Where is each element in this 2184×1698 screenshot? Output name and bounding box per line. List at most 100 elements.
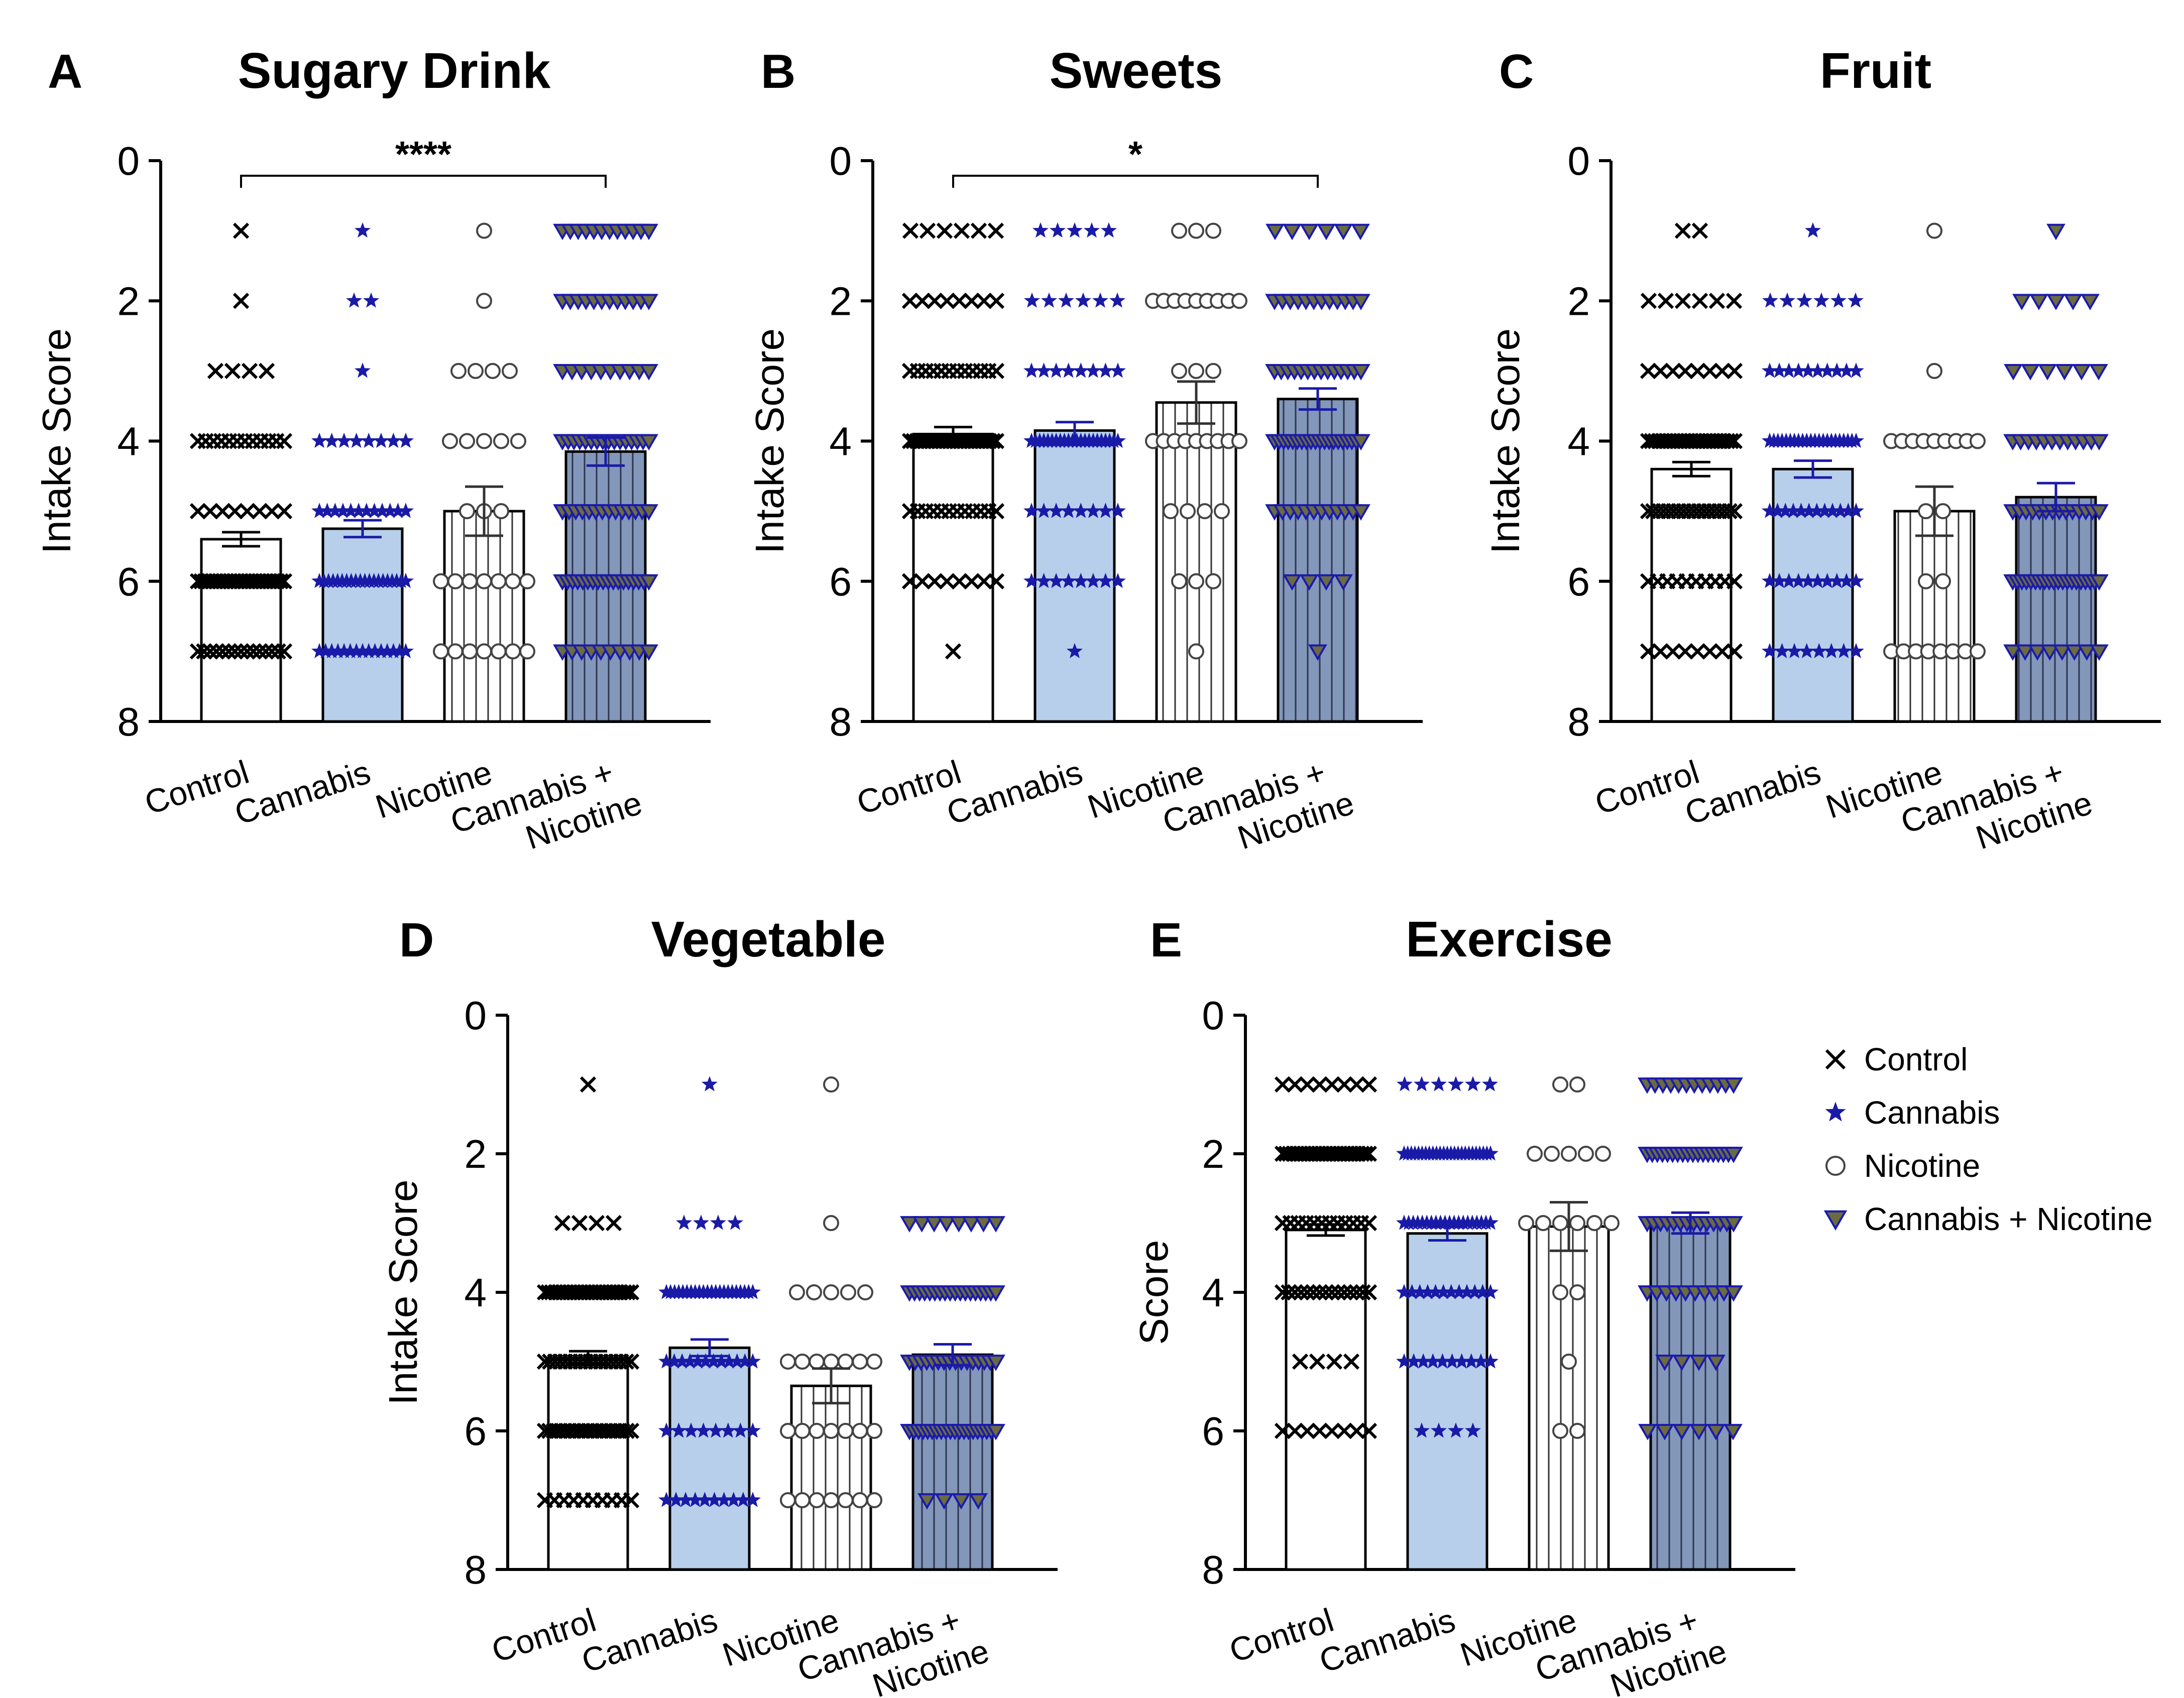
x-marker-icon [976,573,992,589]
x-marker-icon [919,222,936,239]
circle-marker-icon [840,1284,856,1300]
star-marker-icon [658,1422,674,1438]
circle-marker-icon [823,1423,839,1439]
star-marker-icon [1110,573,1126,588]
triangle-marker-icon [1283,574,1302,591]
y-axis-label: Intake Score [381,1179,425,1405]
triangle-marker-icon [1351,504,1370,521]
star-marker-icon [708,1422,724,1438]
triangle-marker-icon [2090,644,2109,661]
circle-marker-icon [459,433,475,449]
x-marker-icon [1726,362,1743,379]
panel-letter: C [1499,45,1534,98]
x-marker-icon [618,1422,635,1439]
triangle-marker-icon [1351,434,1370,451]
circle-marker-icon [510,433,526,449]
x-marker-icon [901,573,918,589]
triangle-marker-icon [2028,644,2047,661]
y-tick-label: 6 [830,559,852,604]
circle-marker-icon [780,1354,796,1370]
x-marker-icon [1324,1284,1340,1301]
triangle-marker-icon [1724,1077,1743,1094]
star-marker-icon [1058,292,1074,308]
x-marker-icon [936,222,953,239]
circle-marker-icon [794,1423,811,1439]
circle-marker-icon [433,643,449,660]
star-marker-icon [1444,1353,1460,1369]
x-marker-icon [1311,1076,1328,1093]
star-marker-icon [689,1353,706,1369]
star-marker-icon [1085,573,1101,588]
star-marker-icon [658,1492,674,1507]
circle-marker-icon [780,1492,796,1508]
star-marker-icon [1769,503,1786,518]
star-marker-icon [1848,362,1864,378]
circle-marker-icon [462,643,478,660]
star-marker-icon [1825,1102,1846,1122]
x-marker-icon [1326,1353,1343,1370]
triangle-marker-icon [2064,644,2084,661]
star-marker-icon [1448,1076,1464,1091]
triangle-marker-icon [2003,644,2022,661]
star-marker-icon [355,643,371,658]
circle-marker-icon [852,1354,868,1370]
star-marker-icon [1110,503,1126,518]
x-marker-icon [1336,1422,1352,1439]
x-marker-icon [224,362,241,379]
circle-marker-icon [1970,433,1986,449]
star-marker-icon [323,643,340,658]
x-marker-icon [1657,293,1674,309]
x-marker-icon [1343,1353,1360,1370]
triangle-marker-icon [1724,1147,1743,1163]
legend-item: Cannabis [1825,1095,2000,1131]
circle-marker-icon [476,433,492,449]
star-marker-icon [674,1353,691,1369]
star-marker-icon [1110,362,1126,378]
circle-marker-icon [823,1284,839,1300]
x-marker-icon [945,643,962,660]
circle-marker-icon [852,1492,868,1508]
star-marker-icon [1777,503,1794,518]
star-marker-icon [1067,222,1083,238]
triangle-marker-icon [937,1216,956,1233]
star-marker-icon [382,503,398,518]
x-marker-icon [189,503,206,520]
star-marker-icon [1435,1284,1452,1299]
x-marker-icon [927,293,943,309]
star-marker-icon [385,643,402,658]
circle-marker-icon [462,573,478,589]
triangle-marker-icon [986,1285,1005,1302]
x-marker-icon [1652,362,1669,379]
panel-title: Sugary Drink [238,43,551,99]
triangle-marker-icon [2004,363,2023,381]
triangle-marker-icon [639,574,658,591]
star-marker-icon [1771,362,1788,378]
chart-panel-e: E ExerciseScore02468ControlCannabisNicoti… [1131,911,1795,1698]
star-marker-icon [706,1492,723,1507]
y-tick-label: 6 [118,559,140,604]
circle-marker-icon [837,1492,854,1508]
x-marker-icon [623,1353,640,1370]
x-marker-icon [914,293,931,309]
star-marker-icon [1771,573,1788,588]
x-marker-icon [914,573,931,589]
y-axis-label: Intake Score [1483,328,1528,554]
x-marker-icon [189,643,206,660]
circle-marker-icon [789,1284,805,1300]
star-marker-icon [1048,573,1065,588]
x-marker-icon [1330,1284,1346,1301]
star-marker-icon [398,432,414,448]
x-marker-icon [264,503,280,520]
star-marker-icon [1781,573,1797,588]
star-marker-icon [1415,1353,1432,1369]
star-marker-icon [668,1492,684,1507]
star-marker-icon [336,643,353,658]
x-marker-icon [1640,643,1657,660]
triangle-marker-icon [2077,644,2097,661]
x-marker-icon [963,573,980,589]
star-marker-icon [1793,503,1809,518]
circle-marker-icon [1926,222,1942,239]
x-marker-icon [1714,643,1731,660]
star-marker-icon [1092,292,1108,308]
